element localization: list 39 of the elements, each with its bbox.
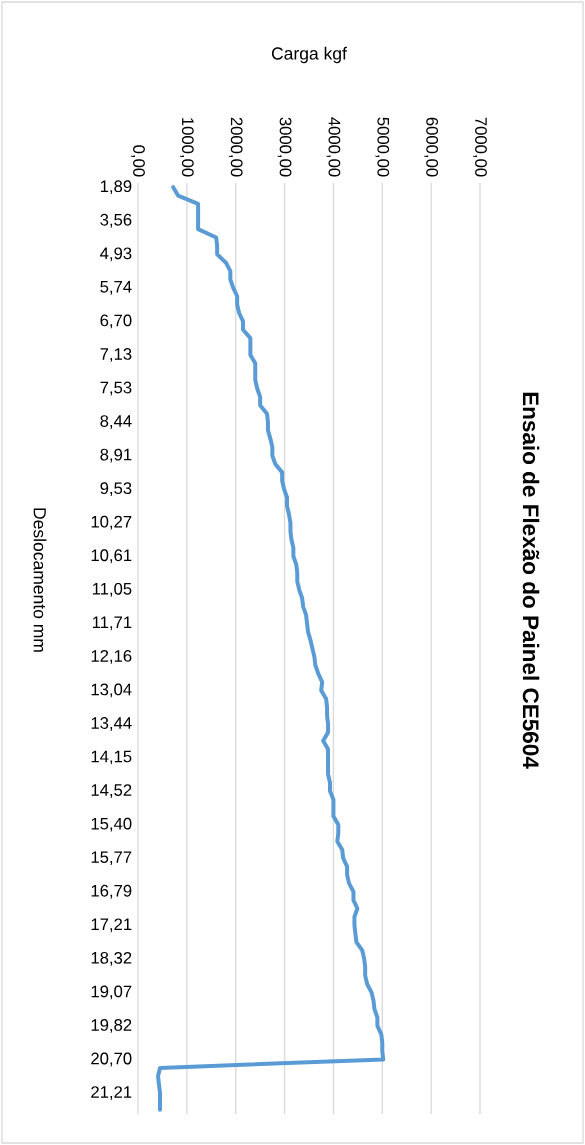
x-tick-label: 7000,00 xyxy=(473,117,487,177)
y-tick-label: 16,79 xyxy=(91,884,132,899)
x-tick-label: 0,00 xyxy=(131,145,145,177)
y-tick-label: 10,61 xyxy=(91,549,132,564)
x-tick-label: 1000,00 xyxy=(179,118,194,177)
y-tick-label: 3,56 xyxy=(100,213,132,228)
y-axis-title: Deslocamento mm xyxy=(33,508,47,652)
y-tick-label: 17,21 xyxy=(91,918,132,933)
y-tick-label: 14,52 xyxy=(91,784,132,798)
y-tick-label: 19,82 xyxy=(91,1019,132,1033)
y-tick-label: 13,44 xyxy=(91,717,132,731)
y-tick-label: 12,16 xyxy=(91,650,132,664)
y-tick-label: 15,77 xyxy=(91,851,132,865)
y-tick-label: 11,05 xyxy=(92,582,132,597)
y-tick-label: 5,74 xyxy=(100,281,132,295)
y-tick-label: 10,27 xyxy=(91,515,132,530)
y-tick-label: 19,07 xyxy=(91,985,132,1000)
text: Ensaio de Flexão do Painel CE5604 xyxy=(522,392,540,769)
y-tick-label: 8,44 xyxy=(100,415,132,429)
y-tick-label: 21,21 xyxy=(91,1086,132,1100)
y-tick-label: 14,15 xyxy=(91,750,132,765)
x-tick-label: 5000,00 xyxy=(375,117,390,177)
y-tick-label: 9,53 xyxy=(100,482,132,497)
y-tick-label: 20,70 xyxy=(91,1052,132,1067)
y-tick-label: 1,89 xyxy=(100,180,132,195)
x-tick-label: 3000,00 xyxy=(277,117,292,177)
x-tick-label: 6000,00 xyxy=(424,117,439,177)
y-tick-label: 7,53 xyxy=(100,381,132,396)
y-tick-label: 8,91 xyxy=(100,448,132,463)
y-tick-label: 13,04 xyxy=(91,683,132,698)
y-tick-label: 15,40 xyxy=(91,817,132,832)
y-tick-label: 7,13 xyxy=(100,348,132,362)
y-tick-label: 11,71 xyxy=(92,616,132,631)
x-tick-label: 4000,00 xyxy=(326,117,341,177)
x-tick-label: 2000,00 xyxy=(228,117,243,177)
y-tick-label: 6,70 xyxy=(100,314,132,329)
x-axis-title: Carga kgf xyxy=(271,46,347,64)
y-tick-label: 4,93 xyxy=(100,247,132,262)
y-tick-label: 18,32 xyxy=(91,951,132,966)
